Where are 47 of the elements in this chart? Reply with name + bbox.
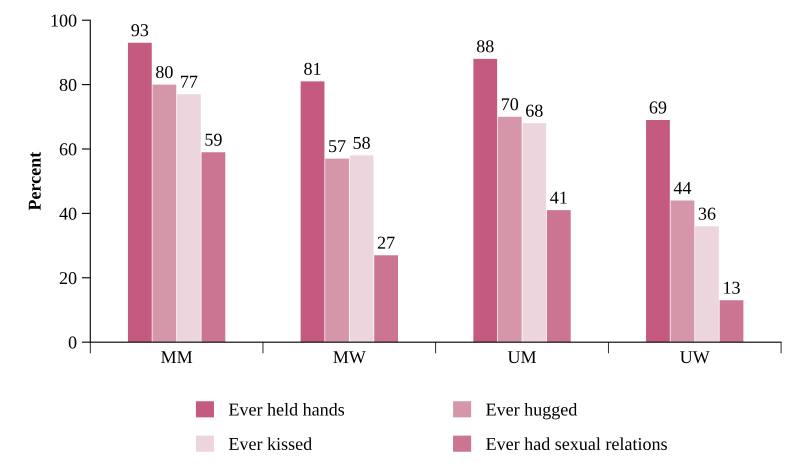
- x-tick-label: UM: [508, 351, 536, 364]
- y-tick-label: 0: [68, 336, 76, 349]
- y-tick-label: 80: [60, 78, 76, 92]
- legend-label: Ever hugged: [486, 402, 578, 420]
- data-label: 93: [131, 24, 148, 36]
- x-tick-label: UW: [680, 351, 710, 364]
- data-label: 81: [304, 62, 320, 75]
- legend-label: Ever had sexual relations: [486, 437, 667, 450]
- data-label: 58: [354, 136, 370, 149]
- bar: [202, 152, 226, 342]
- data-label: 68: [526, 104, 543, 117]
- data-label: 41: [550, 192, 567, 204]
- bar: [128, 42, 152, 342]
- x-tick-label: MW: [333, 351, 366, 364]
- bar: [522, 123, 546, 342]
- data-label: 70: [502, 98, 518, 110]
- bar: [670, 200, 694, 342]
- data-label: 57: [329, 140, 346, 152]
- data-label: 59: [205, 134, 222, 146]
- y-axis-title: Percent: [28, 152, 41, 210]
- data-label: 69: [650, 101, 666, 114]
- data-label: 88: [476, 40, 494, 52]
- y-tick-label: 100: [52, 14, 76, 27]
- data-label: 36: [698, 208, 716, 220]
- data-label: 27: [378, 236, 395, 249]
- legend-label: Ever held hands: [228, 402, 344, 416]
- bar: [720, 300, 744, 342]
- legend-label: Ever kissed: [228, 437, 312, 450]
- data-label: 13: [724, 282, 740, 294]
- data-label: 44: [674, 182, 692, 194]
- y-tick-label: 20: [60, 272, 76, 284]
- data-label: 77: [181, 76, 198, 88]
- bar: [498, 116, 522, 342]
- bar: [300, 81, 324, 342]
- bar: [473, 58, 498, 342]
- bar: [152, 84, 176, 342]
- bar: [350, 155, 374, 342]
- y-tick-label: 40: [59, 208, 76, 220]
- bar: [374, 255, 398, 342]
- data-label: 80: [156, 66, 173, 78]
- bar: [695, 226, 719, 342]
- bar: [546, 210, 571, 342]
- bar: [646, 120, 670, 342]
- bar: [325, 158, 349, 342]
- x-tick-label: MM: [161, 351, 192, 364]
- y-tick-label: 60: [60, 143, 76, 156]
- bar: [176, 94, 201, 342]
